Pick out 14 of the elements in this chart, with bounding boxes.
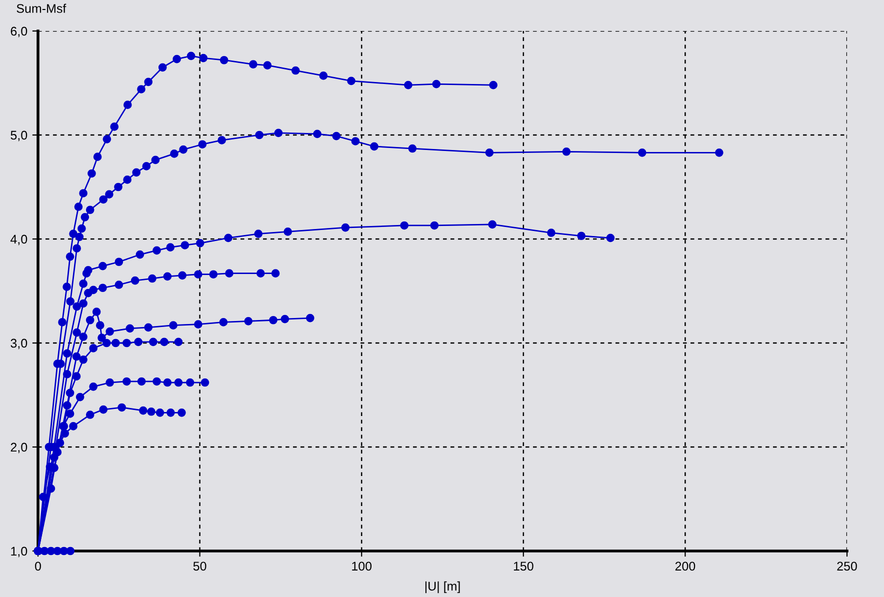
y-tick-label: 3,0	[10, 338, 28, 350]
y-tick-label: 6,0	[10, 26, 28, 38]
y-axis-title: Sum-Msf	[16, 4, 66, 13]
y-tick-label: 5,0	[10, 130, 28, 142]
x-tick-label: 50	[193, 562, 206, 571]
y-tick-label: 4,0	[10, 234, 28, 246]
x-tick-label: 100	[352, 562, 372, 571]
x-tick-label: 0	[35, 562, 41, 571]
x-tick-label: 200	[675, 562, 696, 571]
x-tick-label: 150	[514, 562, 534, 571]
y-tick-label: 1,0	[11, 546, 28, 558]
y-tick-label: 2,0	[10, 442, 28, 454]
x-tick-label: 250	[837, 562, 857, 571]
x-axis-title: |U| [m]	[425, 581, 460, 594]
